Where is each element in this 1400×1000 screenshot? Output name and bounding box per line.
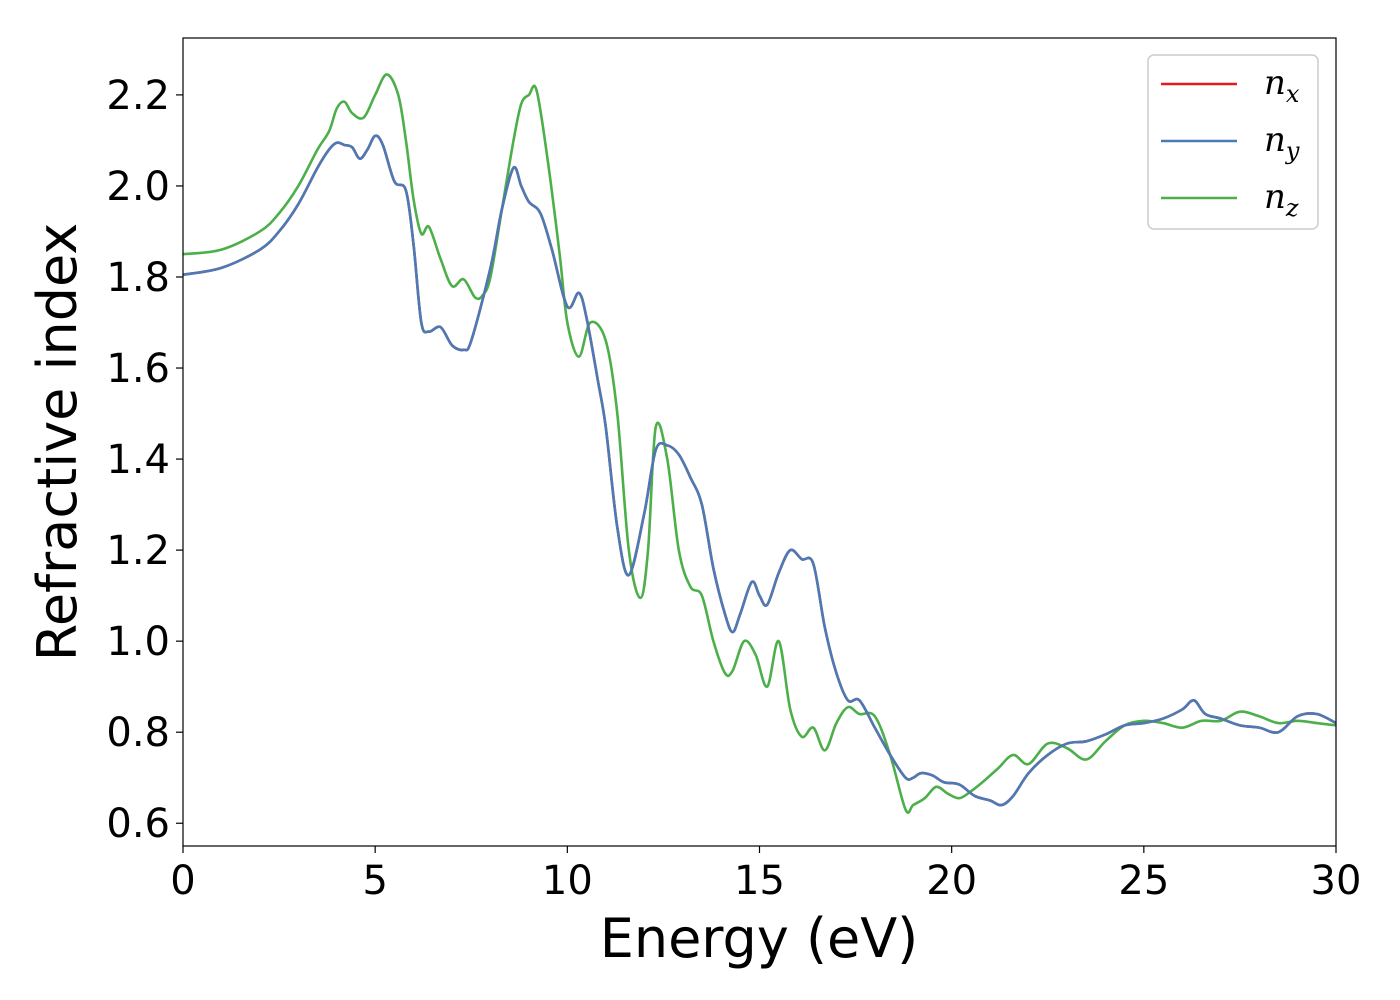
series-lines [182,73,1337,814]
x-tick-label: 20 [926,858,977,904]
y-tick-label: 0.8 [106,710,170,756]
x-axis-label: Energy (eV) [600,907,919,970]
x-tick-label: 10 [542,858,593,904]
x-tick-label: 5 [362,858,387,904]
y-tick-label: 1.0 [106,619,170,665]
y-tick-label: 1.8 [106,255,170,301]
legend-label-nx: nx [1264,63,1300,108]
x-axis-ticks: 0 5 10 15 20 25 30 [170,846,1361,904]
series-line-nz [182,73,1337,814]
y-tick-label: 1.4 [106,437,170,483]
y-axis-label: Refractive index [26,223,89,662]
y-tick-label: 2.2 [106,73,170,119]
y-axis-ticks: 0.6 0.8 1.0 1.2 1.4 1.6 1.8 2.0 2.2 [106,73,183,847]
y-tick-label: 0.6 [106,801,170,847]
y-tick-label: 1.6 [106,346,170,392]
x-tick-label: 0 [170,858,195,904]
series-line-ny [182,134,1337,807]
y-tick-label: 1.2 [106,528,170,574]
x-tick-label: 15 [734,858,785,904]
y-tick-label: 2.0 [106,164,170,210]
x-tick-label: 25 [1118,858,1169,904]
x-tick-label: 30 [1311,858,1362,904]
